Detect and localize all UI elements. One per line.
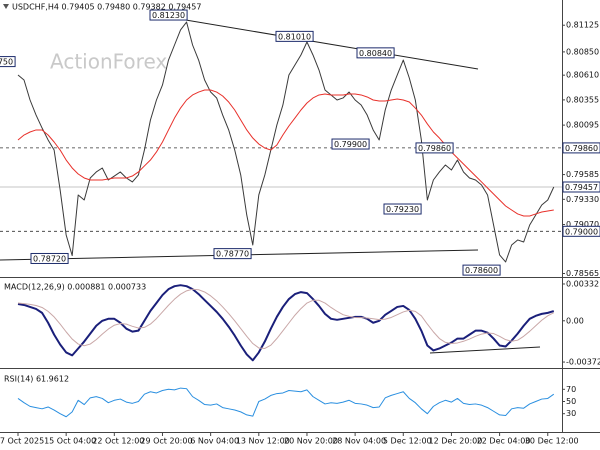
y-tick-label: 0.79070	[566, 220, 599, 229]
price-annotation-label: 0.79230	[386, 205, 419, 214]
price-annotation-box	[383, 203, 422, 215]
chart-title: USDCHF,H4 0.79405 0.79480 0.79382 0.7945…	[12, 3, 201, 12]
y-tick-label: 0.78565	[566, 269, 599, 278]
price-annotation-label: 0.78600	[465, 266, 498, 275]
y-tick-label: 30	[566, 409, 576, 418]
price-annotation-box	[0, 56, 16, 68]
trend-line	[149, 13, 479, 70]
price-annotation-box	[275, 30, 314, 42]
price-annotation-box	[415, 142, 454, 154]
x-tick-label: 22 Oct 12:00	[92, 437, 144, 446]
series-line	[17, 387, 555, 418]
level-box	[562, 142, 600, 154]
price-annotation-label: 0.79900	[334, 140, 367, 149]
y-tick-label: 50	[566, 397, 576, 406]
y-tick-label: 0.80355	[566, 95, 599, 104]
y-tick-label: -0.003723	[566, 358, 600, 367]
series-line	[17, 21, 555, 263]
series-line	[17, 89, 554, 217]
price-annotation-box	[30, 252, 69, 264]
price-annotation-label: 0.79860	[418, 144, 451, 153]
price-annotation-label: 0.80750	[0, 58, 13, 67]
y-tick-label: 0.00	[566, 316, 584, 325]
y-tick-label: 0.003321	[566, 279, 600, 288]
trend-line	[429, 346, 541, 354]
x-tick-label: 7 Oct 2025	[0, 437, 44, 446]
y-tick-label: 0.81125	[566, 21, 599, 30]
last-price-box	[562, 181, 600, 193]
price-annotation-label: 0.81010	[278, 32, 311, 41]
x-tick-label: 12 Dec 20:00	[429, 437, 483, 446]
price-annotation-label: 0.78770	[216, 250, 249, 259]
last-price-label: 0.79457	[565, 183, 598, 192]
panel-title: MACD(12,26,9) 0.000881 0.000733	[4, 283, 146, 292]
panel-title: RSI(14) 61.9612	[4, 375, 69, 384]
price-annotation-box	[356, 47, 395, 59]
x-tick-label: 6 Nov 04:00	[190, 437, 239, 446]
price-annotation-label: 0.78720	[33, 254, 66, 263]
level-label: 0.79000	[565, 227, 598, 236]
y-tick-label: 0.80610	[566, 71, 599, 80]
x-tick-label: 5 Dec 12:00	[383, 437, 432, 446]
y-tick-label: 0.79585	[566, 170, 599, 179]
x-tick-label: 20 Nov 20:00	[284, 437, 338, 446]
price-annotation-box	[462, 264, 501, 276]
price-annotation-label: 0.80840	[359, 49, 392, 58]
x-tick-label: 22 Dec 04:00	[477, 437, 531, 446]
y-tick-label: 0.80850	[566, 47, 599, 56]
price-annotation-label: 0.81230	[152, 11, 185, 20]
level-box	[562, 225, 600, 237]
y-tick-label: 0.79330	[566, 195, 599, 204]
level-label: 0.79860	[565, 144, 598, 153]
series-line	[17, 284, 555, 362]
x-tick-label: 13 Nov 12:00	[236, 437, 290, 446]
x-tick-label: 30 Dec 12:00	[525, 437, 579, 446]
series-line	[17, 288, 555, 349]
price-annotation-box	[213, 248, 252, 260]
price-annotation-box	[149, 9, 188, 21]
symbol-icon	[3, 4, 9, 9]
price-annotation-box	[331, 138, 370, 150]
x-tick-label: 15 Oct 04:00	[44, 437, 96, 446]
watermark: ActionForex	[50, 50, 167, 74]
x-tick-label: 29 Oct 20:00	[140, 437, 192, 446]
y-tick-label: 0.80095	[566, 121, 599, 130]
x-tick-label: 28 Nov 04:00	[332, 437, 386, 446]
y-tick-label: 70	[566, 385, 576, 394]
